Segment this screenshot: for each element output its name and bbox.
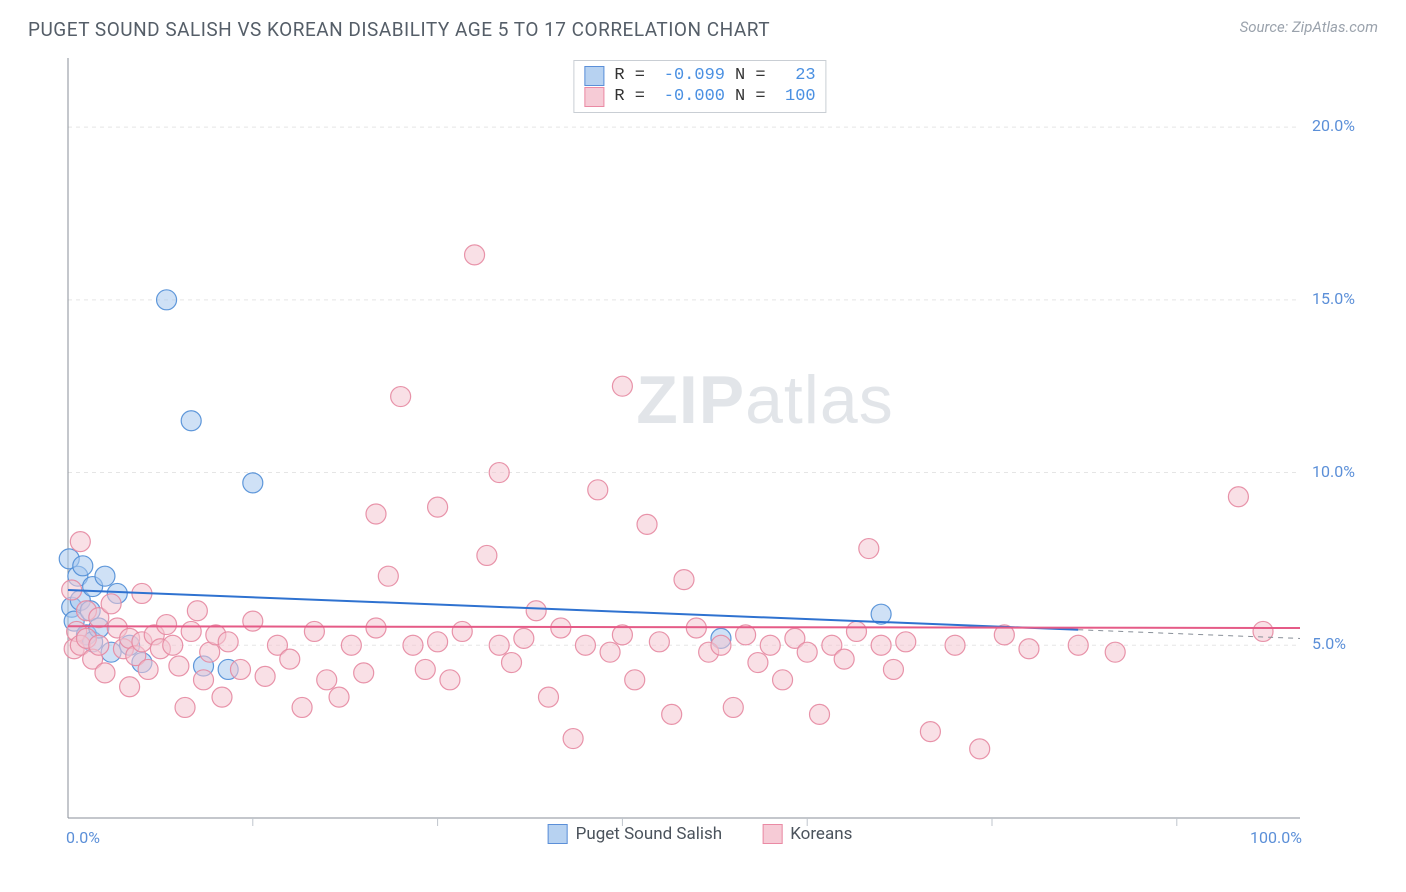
stat-r-value: -0.099 [655,65,725,86]
legend-swatch [584,66,604,86]
y-tick-label: 5.0% [1312,634,1346,653]
legend-label: Puget Sound Salish [576,824,723,844]
legend-swatch [548,824,568,844]
legend-item: Puget Sound Salish [548,824,723,844]
x-tick-label: 100.0% [1250,828,1302,847]
y-tick-label: 20.0% [1312,116,1355,135]
y-tick-label: 10.0% [1312,462,1355,481]
chart-container: Disability Age 5 to 17 R =-0.099N =23R =… [50,52,1350,842]
chart-title: PUGET SOUND SALISH VS KOREAN DISABILITY … [28,18,770,41]
legend-label: Koreans [790,824,852,844]
stat-n-label: N = [735,65,766,86]
stat-n-value: 23 [776,65,816,86]
source-attribution: Source: ZipAtlas.com [1240,18,1378,36]
legend-item: Koreans [762,824,852,844]
legend-swatch [762,824,782,844]
stat-r-label: R = [614,86,645,107]
x-tick-label: 0.0% [66,828,100,847]
y-tick-label: 15.0% [1312,289,1355,308]
stat-n-label: N = [735,86,766,107]
stat-r-label: R = [614,65,645,86]
bottom-legend: Puget Sound Salish Koreans [548,824,853,844]
legend-swatch [584,87,604,107]
stats-legend-row: R = -0.099 N = 23 [584,65,815,86]
stats-legend-row: R = -0.000 N = 100 [584,86,815,107]
stat-n-value: 100 [776,86,816,107]
scatter-plot [50,52,1350,842]
stat-r-value: -0.000 [655,86,725,107]
stats-legend: R = -0.099 N = 23 R = -0.000 N = 100 [573,60,826,113]
